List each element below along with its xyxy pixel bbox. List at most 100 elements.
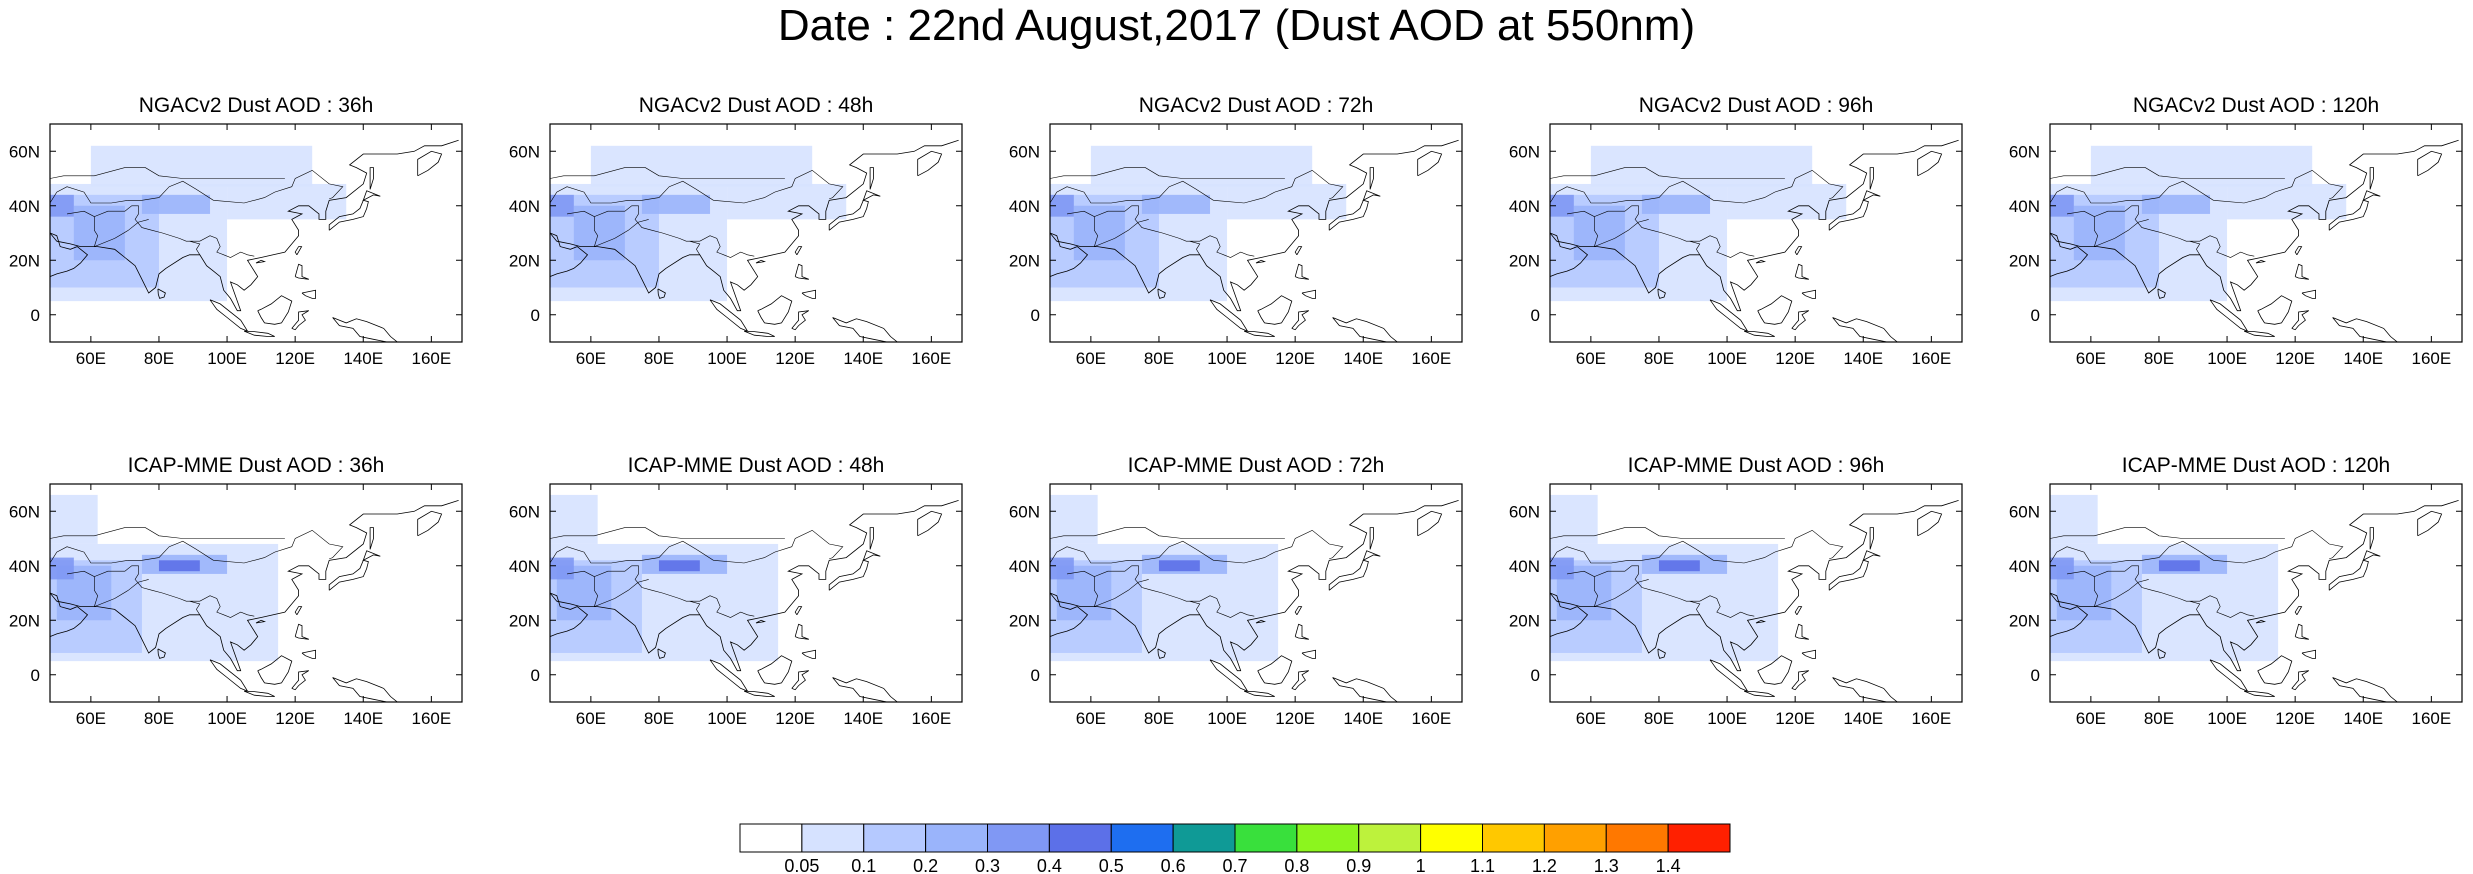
coastline (1257, 295, 1293, 325)
map-frame (1549, 483, 1963, 703)
coastline (2328, 190, 2381, 231)
coastline (1369, 167, 1374, 190)
border (566, 210, 599, 247)
y-tick-label: 40N (2009, 197, 2040, 216)
border (1189, 600, 1201, 615)
y-tick-label: 0 (2031, 666, 2040, 685)
x-tick-label: 140E (343, 349, 383, 368)
aod-cell (227, 183, 347, 220)
x-tick-label: 120E (2275, 709, 2315, 728)
coastline (1332, 677, 1398, 702)
coastline (550, 139, 959, 312)
coastline (2157, 648, 2166, 659)
aod-cell (1073, 205, 1125, 261)
coastline (1755, 259, 1767, 264)
coastline (294, 623, 309, 640)
x-tick-label: 60E (576, 349, 606, 368)
border (94, 205, 255, 258)
border (1094, 579, 1149, 607)
border (2094, 579, 2149, 607)
x-tick-label: 60E (2076, 349, 2106, 368)
coastline (2209, 299, 2249, 332)
y-tick-label: 20N (509, 611, 540, 630)
border (2094, 205, 2255, 258)
border (1094, 219, 1149, 247)
coastline (2369, 167, 2374, 190)
border (2050, 167, 2285, 179)
border (2066, 570, 2099, 607)
coastline (1791, 670, 1810, 691)
aod-cell (2090, 145, 2313, 187)
coastline (1291, 310, 1310, 331)
coastline (2050, 500, 2459, 672)
panel-title: NGACv2 Dust AOD : 36h (139, 94, 374, 117)
x-tick-label: 80E (2144, 349, 2174, 368)
figure-title: Date : 22nd August,2017 (Dust AOD at 550… (777, 1, 1696, 50)
y-tick-label: 40N (1509, 557, 1540, 576)
coastline (550, 500, 959, 672)
border (66, 210, 99, 247)
map-frame (49, 483, 463, 703)
x-tick-label: 80E (1144, 709, 1174, 728)
coastline (1257, 655, 1293, 685)
coastline (1050, 500, 1459, 672)
coastline (2291, 310, 2310, 331)
coastline (1209, 659, 1249, 692)
border (2189, 600, 2201, 615)
y-tick-label: 20N (1009, 611, 1040, 630)
coastline (209, 299, 249, 332)
coastline (50, 500, 459, 672)
colorbar-label: 0.8 (1284, 856, 1309, 874)
coastline (1301, 649, 1316, 659)
coastline (157, 288, 166, 299)
aod-cell (1550, 194, 1574, 217)
x-tick-label: 80E (1644, 709, 1674, 728)
x-tick-label: 140E (843, 709, 883, 728)
map-frame (549, 483, 963, 703)
y-tick-label: 20N (9, 251, 40, 270)
coastline (1917, 510, 1943, 537)
x-tick-label: 80E (644, 349, 674, 368)
colorbar-swatch (801, 823, 865, 853)
border (1094, 205, 1255, 258)
x-tick-label: 120E (775, 709, 815, 728)
colorbar-label: 0.1 (851, 856, 876, 874)
coastline (1369, 527, 1374, 550)
coastline (1832, 317, 1898, 342)
border (689, 600, 701, 615)
x-tick-label: 60E (1076, 709, 1106, 728)
panel-title: NGACv2 Dust AOD : 96h (1639, 94, 1874, 117)
coastline (2257, 295, 2293, 325)
coastline (2332, 317, 2398, 342)
y-tick-label: 40N (9, 197, 40, 216)
border (50, 529, 344, 564)
border (550, 527, 785, 539)
border (1594, 579, 1649, 607)
coastline (294, 246, 303, 256)
coastline (2209, 659, 2249, 692)
coastline (1757, 655, 1793, 685)
aod-field (550, 139, 959, 342)
colorbar-label: 1.4 (1656, 856, 1681, 874)
coastline (2255, 619, 2267, 624)
coastline (1757, 295, 1793, 325)
coastline (1328, 190, 1381, 231)
coastline (1255, 259, 1267, 264)
colorbar-swatch (739, 823, 803, 853)
colorbar-swatch (1358, 823, 1422, 853)
coastline (1050, 592, 1089, 637)
coastline (1828, 550, 1881, 591)
border (1550, 167, 1785, 179)
x-tick-label: 120E (275, 349, 315, 368)
border (1066, 210, 1099, 247)
coastline (1255, 619, 1267, 624)
aod-cell (1050, 494, 1098, 544)
y-tick-label: 40N (1009, 557, 1040, 576)
border (94, 565, 255, 618)
border (1594, 205, 1755, 258)
coastline (2255, 259, 2267, 264)
coastline (1294, 606, 1303, 616)
colorbar-label: 1 (1416, 856, 1426, 874)
aod-cell (2050, 494, 2098, 544)
x-tick-label: 140E (1843, 709, 1883, 728)
